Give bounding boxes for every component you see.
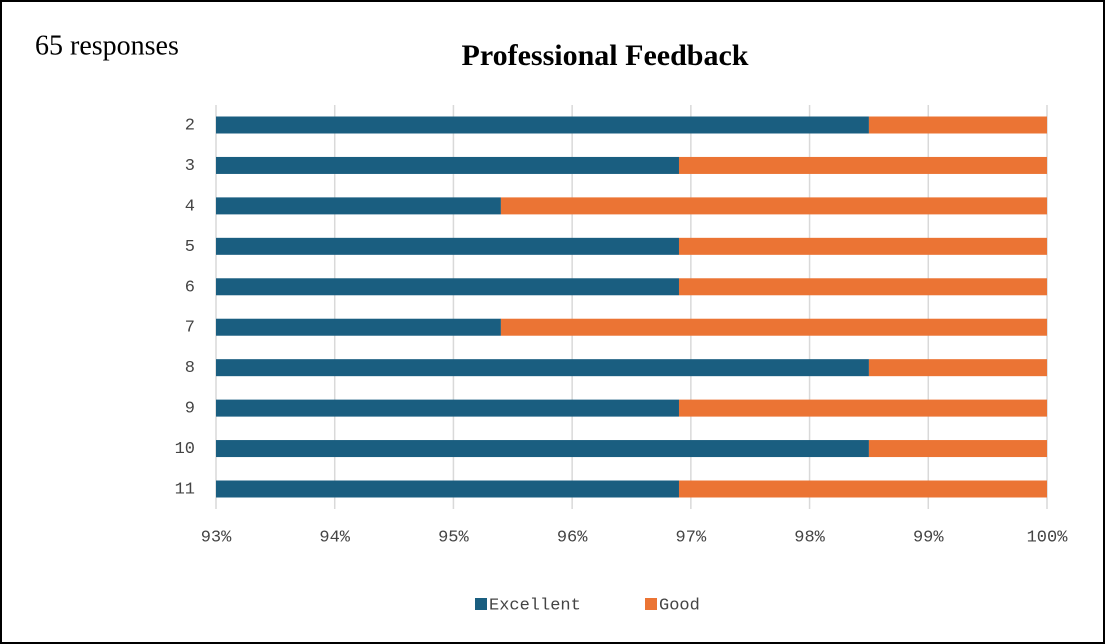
x-tick-label: 95%	[438, 528, 469, 547]
bar-segment	[216, 237, 679, 255]
bar-segment	[868, 440, 1047, 458]
bar-segment	[216, 480, 679, 498]
bar-segment	[678, 278, 1047, 296]
x-tick-label: 96%	[557, 528, 588, 547]
bar-segment	[216, 440, 869, 458]
y-tick-label: 7	[185, 319, 195, 338]
legend-swatch	[475, 598, 487, 610]
y-tick-label: 2	[185, 116, 195, 135]
x-tick-label: 93%	[201, 528, 232, 547]
bar-segment	[216, 197, 501, 215]
y-tick-label: 6	[185, 278, 195, 297]
bar-segment	[868, 359, 1047, 377]
x-tick-label: 94%	[319, 528, 350, 547]
annotation: 65 responses	[35, 30, 179, 61]
x-tick-label: 97%	[676, 528, 707, 547]
bar-segment	[216, 278, 679, 296]
x-tick-label: 99%	[913, 528, 944, 547]
bar-segment	[216, 359, 869, 377]
bar-segment	[868, 116, 1047, 134]
legend-swatch	[645, 598, 657, 610]
bar-segment	[678, 480, 1047, 498]
bar-segment	[678, 399, 1047, 417]
bar-segment	[500, 318, 1047, 336]
bar-segment	[678, 156, 1047, 174]
bar-segment	[216, 116, 869, 134]
bar-segment	[216, 318, 501, 336]
y-tick-label: 3	[185, 157, 195, 176]
bar-segment	[216, 399, 679, 417]
y-tick-label: 4	[185, 197, 195, 216]
x-tick-label: 100%	[1027, 528, 1069, 547]
bar-segment	[500, 197, 1047, 215]
bar-segment	[678, 237, 1047, 255]
y-tick-label: 5	[185, 238, 195, 257]
chart-title: Professional Feedback	[462, 39, 749, 72]
y-tick-label: 11	[175, 480, 195, 499]
legend-label: Excellent	[489, 596, 581, 615]
x-tick-label: 98%	[794, 528, 825, 547]
y-tick-label: 8	[185, 359, 195, 378]
bar-segment	[216, 156, 679, 174]
y-tick-label: 9	[185, 400, 195, 419]
legend-label: Good	[659, 596, 700, 615]
y-tick-label: 10	[175, 440, 195, 459]
